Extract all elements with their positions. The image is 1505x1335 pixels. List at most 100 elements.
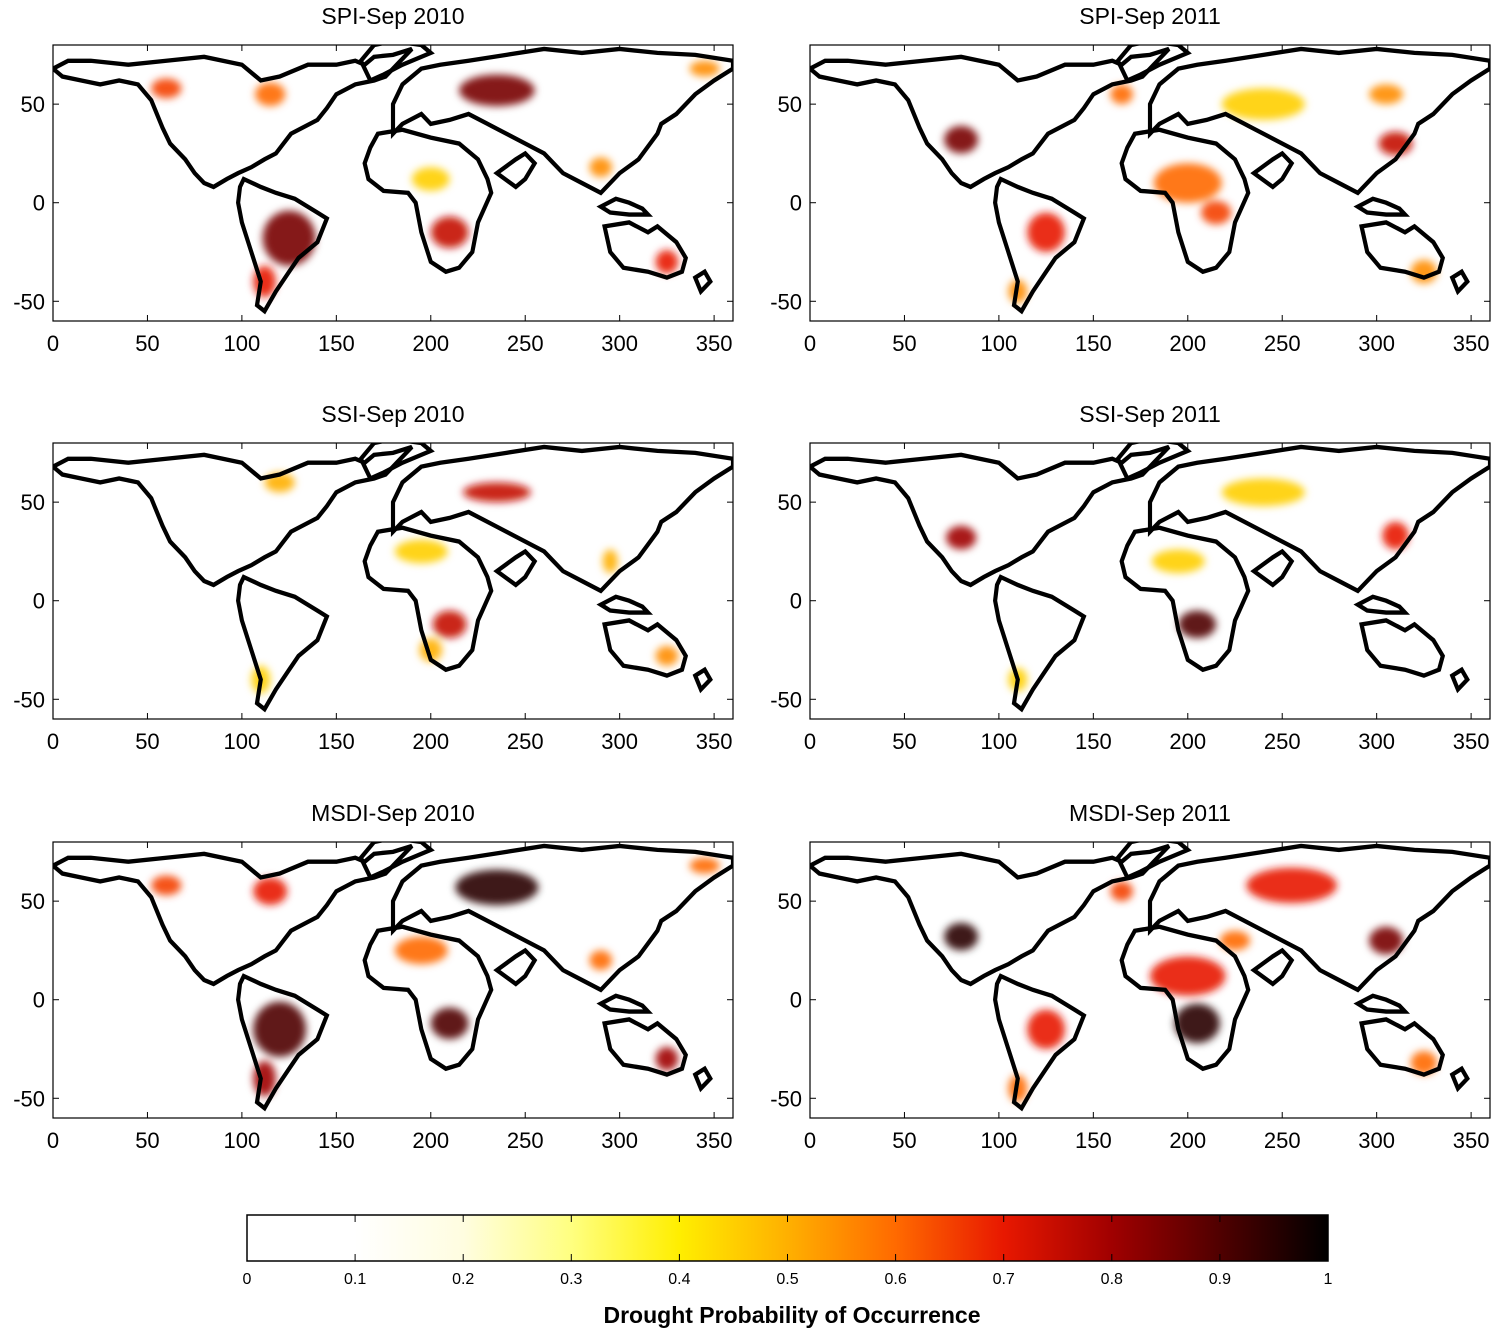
colorbar-tick-label: 0.5 <box>776 1271 798 1288</box>
x-tick-label: 50 <box>135 1128 159 1153</box>
x-tick-label: 0 <box>804 1128 816 1153</box>
drought-hotspot <box>262 210 316 266</box>
x-tick-label: 300 <box>1358 331 1395 356</box>
x-tick-label: 200 <box>1169 729 1206 754</box>
drought-hotspot <box>1150 956 1226 996</box>
drought-hotspot <box>1221 88 1305 120</box>
drought-hotspot <box>689 60 720 77</box>
drought-hotspot <box>1178 610 1217 639</box>
drought-hotspot <box>1151 549 1205 574</box>
drought-hotspot <box>411 167 450 191</box>
y-tick-label: -50 <box>13 1086 45 1111</box>
x-tick-label: 0 <box>47 729 59 754</box>
x-tick-label: 150 <box>1075 331 1112 356</box>
drought-hotspot <box>253 1001 307 1057</box>
x-tick-label: 250 <box>507 1128 544 1153</box>
x-tick-label: 200 <box>1169 331 1206 356</box>
x-tick-label: 100 <box>981 1128 1018 1153</box>
x-tick-label: 250 <box>1264 1128 1301 1153</box>
x-tick-label: 350 <box>1453 1128 1490 1153</box>
drought-hotspot <box>1219 930 1251 951</box>
x-tick-label: 100 <box>224 331 261 356</box>
x-tick-label: 300 <box>601 729 638 754</box>
drought-hotspot <box>253 877 288 906</box>
drought-hotspot <box>689 857 720 874</box>
drought-hotspot <box>394 936 448 965</box>
panel-title: SSI-Sep 2011 <box>1079 401 1221 427</box>
x-tick-label: 350 <box>696 729 733 754</box>
axes-frame <box>52 841 734 1119</box>
panel-title: SPI-Sep 2011 <box>1079 3 1221 29</box>
panel-title: MSDI-Sep 2011 <box>1069 800 1231 826</box>
drought-layer <box>151 857 720 1097</box>
colorbar-tick-label: 0.1 <box>344 1271 366 1288</box>
axes-frame <box>52 442 734 720</box>
drought-layer <box>944 867 1438 1103</box>
x-tick-label: 0 <box>47 1128 59 1153</box>
drought-hotspot <box>1153 163 1222 203</box>
drought-hotspot <box>944 922 979 951</box>
drought-hotspot <box>946 525 977 550</box>
axes-frame <box>809 442 1491 720</box>
drought-hotspot <box>655 250 679 274</box>
drought-hotspot <box>459 74 535 107</box>
y-tick-label: -50 <box>770 1086 802 1111</box>
axes-frame <box>809 44 1491 322</box>
drought-hotspot <box>1221 478 1305 507</box>
axes-frame <box>809 841 1491 1119</box>
panel-title: SPI-Sep 2010 <box>321 3 464 29</box>
colorbar-ticks: 0 0.1 0.2 0.3 0.4 0.5 0.6 0.7 0.8 0.9 1 <box>243 1215 1333 1288</box>
x-tick-label: 200 <box>412 729 449 754</box>
y-tick-label: 50 <box>778 92 802 117</box>
x-tick-label: 350 <box>1453 729 1490 754</box>
panel-title: MSDI-Sep 2010 <box>311 800 475 826</box>
drought-hotspot <box>602 549 618 574</box>
x-tick-label: 150 <box>1075 729 1112 754</box>
x-tick-label: 50 <box>892 331 916 356</box>
drought-hotspot <box>151 78 182 99</box>
x-tick-label: 150 <box>318 1128 355 1153</box>
drought-hotspot <box>589 157 613 178</box>
drought-hotspot <box>1382 521 1409 550</box>
x-tick-label: 200 <box>412 1128 449 1153</box>
x-tick-label: 350 <box>1453 331 1490 356</box>
drought-hotspot <box>1174 1003 1220 1044</box>
x-tick-label: 350 <box>696 1128 733 1153</box>
drought-hotspot <box>655 646 679 666</box>
x-tick-label: 250 <box>507 331 544 356</box>
panel-title: SSI-Sep 2010 <box>321 401 464 427</box>
colorbar-tick-label: 0.7 <box>993 1271 1015 1288</box>
x-tick-label: 100 <box>224 1128 261 1153</box>
x-tick-label: 100 <box>224 729 261 754</box>
drought-hotspot <box>1027 212 1065 253</box>
y-tick-label: 0 <box>790 589 802 614</box>
drought-hotspot <box>1110 881 1133 902</box>
drought-hotspot <box>151 875 182 896</box>
drought-hotspot <box>1246 867 1337 904</box>
colorbar-tick-label: 0.9 <box>1209 1271 1231 1288</box>
drought-hotspot <box>1369 926 1404 955</box>
x-tick-label: 150 <box>318 729 355 754</box>
drought-hotspot <box>589 950 613 971</box>
colorbar-tick-label: 0.4 <box>668 1271 690 1288</box>
x-tick-label: 300 <box>1358 729 1395 754</box>
x-tick-label: 300 <box>601 331 638 356</box>
axes-frame <box>52 44 734 322</box>
x-tick-label: 150 <box>318 331 355 356</box>
drought-hotspot <box>462 482 531 503</box>
drought-hotspot <box>1410 1050 1438 1075</box>
colorbar-tick-label: 0.3 <box>560 1271 582 1288</box>
drought-hotspot <box>944 125 979 154</box>
x-tick-label: 100 <box>981 729 1018 754</box>
y-tick-label: 0 <box>790 191 802 216</box>
y-tick-label: 50 <box>21 889 45 914</box>
y-tick-label: -50 <box>770 687 802 712</box>
y-tick-label: -50 <box>770 289 802 314</box>
x-tick-label: 50 <box>135 729 159 754</box>
y-tick-label: 0 <box>33 589 45 614</box>
